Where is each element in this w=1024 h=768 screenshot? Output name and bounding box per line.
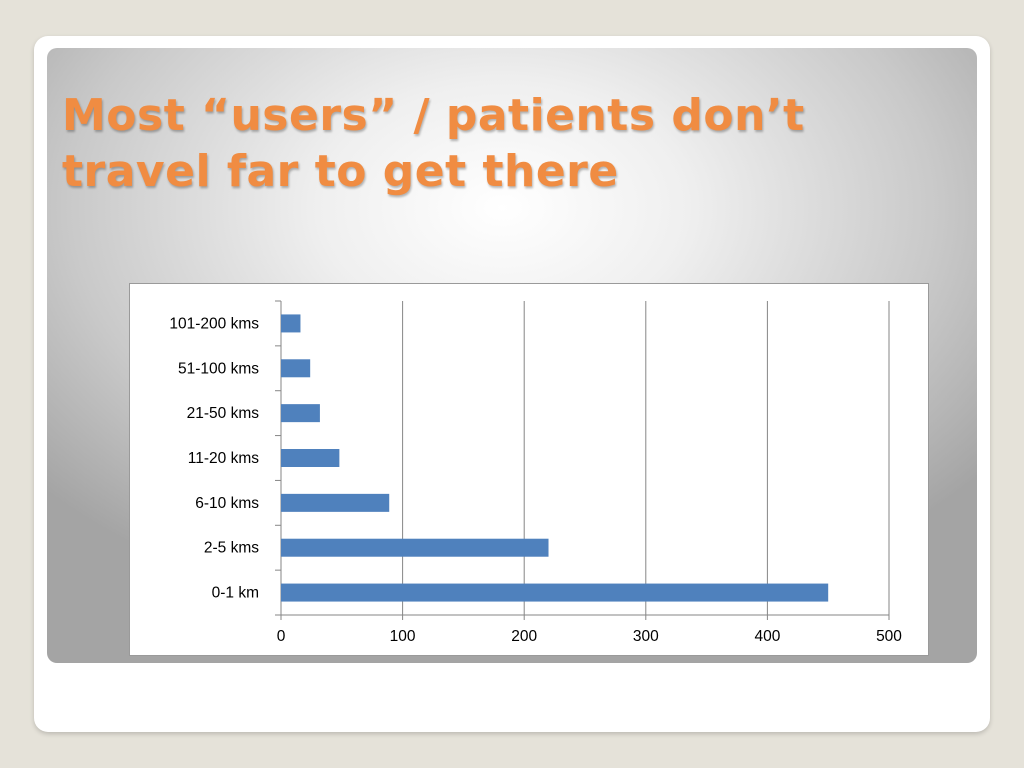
bar xyxy=(281,493,390,512)
slide-title: Most “users” / patients don’t travel far… xyxy=(62,88,942,200)
bar-chart-svg: 101-200 kms 51-100 kms 21-50 kms 11-20 kms 6… xyxy=(169,300,902,645)
category-label: 2-5 kms xyxy=(204,540,259,557)
x-tick-label: 500 xyxy=(876,628,902,645)
bar xyxy=(281,449,340,467)
category-label: 21-50 kms xyxy=(187,405,260,422)
slide-title-line-1: Most “users” / patients don’t xyxy=(62,90,805,141)
category-label: 51-100 kms xyxy=(178,360,259,377)
bar xyxy=(281,538,549,557)
category-label: 101-200 kms xyxy=(169,315,259,332)
bar-chart: 101-200 kms 51-100 kms 21-50 kms 11-20 kms 6… xyxy=(129,283,929,656)
x-tick-label: 200 xyxy=(511,628,537,645)
x-tick-label: 0 xyxy=(277,628,286,645)
category-label: 6-10 kms xyxy=(195,495,259,512)
bar xyxy=(281,583,829,602)
bar xyxy=(281,314,301,333)
bar xyxy=(281,359,311,378)
bar xyxy=(281,404,320,423)
x-tick-label: 300 xyxy=(633,628,659,645)
category-label: 0-1 km xyxy=(212,585,259,602)
slide-title-line-2: travel far to get there xyxy=(62,146,619,197)
category-label: 11-20 kms xyxy=(188,450,259,467)
x-tick-label: 100 xyxy=(390,628,416,645)
x-tick-label: 400 xyxy=(754,628,780,645)
